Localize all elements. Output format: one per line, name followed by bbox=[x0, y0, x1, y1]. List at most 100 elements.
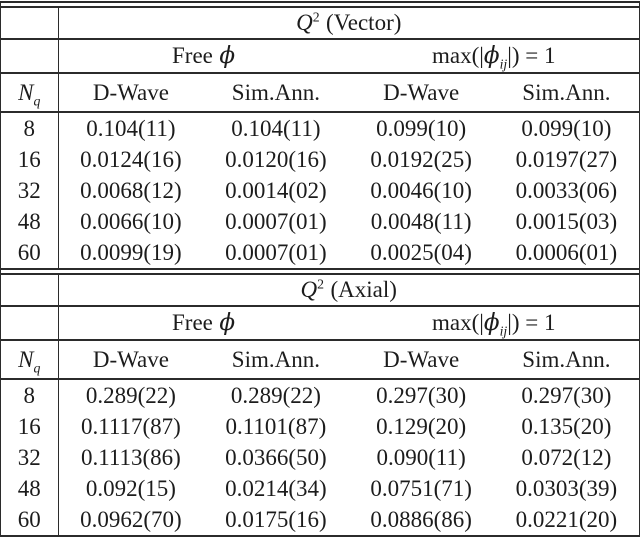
value-cell: 0.0214(34) bbox=[225, 475, 327, 501]
phi-symbol: ϕ bbox=[483, 43, 500, 69]
value-cell: 0.092(15) bbox=[85, 475, 176, 501]
value-cell: 0.1117(87) bbox=[80, 413, 181, 439]
empty-stub-cell bbox=[1, 8, 59, 40]
value-cell: 0.0366(50) bbox=[225, 444, 327, 470]
bottom-double-rule bbox=[1, 535, 639, 537]
nq-cell: 32 bbox=[1, 175, 59, 206]
value-cell: 0.104(11) bbox=[231, 115, 321, 141]
nq-cell: 60 bbox=[1, 237, 59, 268]
value-cell: 0.0120(16) bbox=[225, 146, 327, 172]
value-cell: 0.0124(16) bbox=[80, 146, 182, 172]
value-cell: 0.0886(86) bbox=[370, 506, 472, 532]
col-header-simann-max: Sim.Ann. bbox=[493, 73, 639, 113]
value-cell: 0.0303(39) bbox=[515, 475, 618, 501]
n-symbol: N bbox=[18, 79, 34, 105]
value-cell: 0.0099(19) bbox=[80, 239, 182, 265]
value-cell: 0.1101(87) bbox=[225, 413, 327, 439]
table-row: 8 0.104(11) 0.104(11) 0.099(10) 0.099(10… bbox=[1, 112, 639, 144]
nq-header: Nq bbox=[1, 73, 59, 113]
value-cell: 0.0048(11) bbox=[370, 208, 472, 234]
value-cell: 0.099(10) bbox=[376, 115, 467, 141]
value-cell: 0.0007(01) bbox=[225, 208, 327, 234]
col-header-simann-free: Sim.Ann. bbox=[203, 340, 349, 380]
n-symbol: N bbox=[18, 346, 34, 372]
table-row: 60 0.0962(70) 0.0175(16) 0.0886(86) 0.02… bbox=[1, 504, 639, 535]
table-row: 48 0.0066(10) 0.0007(01) 0.0048(11) 0.00… bbox=[1, 206, 639, 237]
title-superscript: 2 bbox=[317, 276, 325, 292]
value-cell: 0.104(11) bbox=[86, 115, 176, 141]
value-cell: 0.0025(04) bbox=[370, 239, 472, 265]
max-phi-header: max(|ϕij|) = 1 bbox=[348, 306, 639, 341]
value-cell: 0.1113(86) bbox=[80, 444, 181, 470]
q-subscript: q bbox=[33, 360, 41, 376]
vector-column-header-row: Nq D-Wave Sim.Ann. D-Wave Sim.Ann. bbox=[1, 73, 639, 113]
axial-title-row: Q2 (Axial) bbox=[1, 275, 639, 307]
middle-double-rule bbox=[1, 268, 639, 275]
value-cell: 0.072(12) bbox=[521, 444, 612, 470]
table-row: 16 0.1117(87) 0.1101(87) 0.129(20) 0.135… bbox=[1, 411, 639, 442]
nq-cell: 48 bbox=[1, 206, 59, 237]
free-phi-label: Free bbox=[172, 43, 213, 68]
vector-group-header-row: Free ϕ max(|ϕij|) = 1 bbox=[1, 39, 639, 74]
value-cell: 0.0192(25) bbox=[370, 146, 472, 172]
value-cell: 0.135(20) bbox=[521, 413, 612, 439]
title-superscript: 2 bbox=[312, 9, 320, 25]
nq-cell: 16 bbox=[1, 411, 59, 442]
table-row: 60 0.0099(19) 0.0007(01) 0.0025(04) 0.00… bbox=[1, 237, 639, 268]
q-symbol: Q bbox=[296, 10, 313, 35]
value-cell: 0.289(22) bbox=[85, 382, 176, 408]
col-header-simann-max: Sim.Ann. bbox=[493, 340, 639, 380]
value-cell: 0.0066(10) bbox=[80, 208, 182, 234]
col-header-dwave-max: D-Wave bbox=[348, 340, 494, 380]
max-phi-suffix: |) = 1 bbox=[507, 43, 556, 68]
value-cell: 0.0221(20) bbox=[515, 506, 618, 532]
col-header-dwave-free: D-Wave bbox=[58, 73, 204, 113]
value-cell: 0.0014(02) bbox=[225, 177, 327, 203]
empty-stub-cell bbox=[1, 306, 59, 341]
nq-cell: 8 bbox=[1, 112, 59, 144]
nq-cell: 60 bbox=[1, 504, 59, 535]
table-title-vector: Q2 (Vector) bbox=[58, 8, 639, 40]
table-row: 32 0.0068(12) 0.0014(02) 0.0046(10) 0.00… bbox=[1, 175, 639, 206]
value-cell: 0.090(11) bbox=[376, 444, 466, 470]
nq-header: Nq bbox=[1, 340, 59, 380]
phi-symbol: ϕ bbox=[483, 310, 500, 336]
value-cell: 0.0006(01) bbox=[515, 239, 618, 265]
free-phi-header: Free ϕ bbox=[58, 39, 349, 74]
q2-axial-table: Q2 (Axial) Free ϕ max(|ϕij|) = 1 Nq D-Wave… bbox=[1, 275, 639, 535]
col-header-simann-free: Sim.Ann. bbox=[203, 73, 349, 113]
value-cell: 0.297(30) bbox=[521, 382, 612, 408]
nq-cell: 16 bbox=[1, 144, 59, 175]
max-phi-prefix: max(| bbox=[432, 43, 484, 68]
nq-cell: 32 bbox=[1, 442, 59, 473]
top-double-rule bbox=[1, 1, 639, 8]
value-cell: 0.0962(70) bbox=[80, 506, 182, 532]
value-cell: 0.297(30) bbox=[376, 382, 467, 408]
empty-stub-cell bbox=[1, 39, 59, 74]
q2-vector-table: Q2 (Vector) Free ϕ max(|ϕij|) = 1 Nq D-Wav… bbox=[1, 8, 639, 268]
title-suffix: (Vector) bbox=[326, 10, 402, 35]
free-phi-label: Free bbox=[172, 310, 213, 335]
phi-symbol: ϕ bbox=[219, 310, 235, 336]
vector-title-row: Q2 (Vector) bbox=[1, 8, 639, 40]
table-row: 16 0.0124(16) 0.0120(16) 0.0192(25) 0.01… bbox=[1, 144, 639, 175]
table-row: 48 0.092(15) 0.0214(34) 0.0751(71) 0.030… bbox=[1, 473, 639, 504]
table-row: 8 0.289(22) 0.289(22) 0.297(30) 0.297(30… bbox=[1, 379, 639, 411]
value-cell: 0.129(20) bbox=[376, 413, 467, 439]
max-phi-header: max(|ϕij|) = 1 bbox=[348, 39, 639, 74]
value-cell: 0.0068(12) bbox=[80, 177, 182, 203]
value-cell: 0.0046(10) bbox=[370, 177, 472, 203]
value-cell: 0.0175(16) bbox=[225, 506, 327, 532]
nq-cell: 8 bbox=[1, 379, 59, 411]
max-phi-prefix: max(| bbox=[432, 310, 484, 335]
axial-column-header-row: Nq D-Wave Sim.Ann. D-Wave Sim.Ann. bbox=[1, 340, 639, 380]
value-cell: 0.0007(01) bbox=[225, 239, 327, 265]
title-suffix: (Axial) bbox=[330, 277, 397, 302]
phi-subscript: ij bbox=[499, 56, 508, 72]
q-symbol: Q bbox=[300, 277, 318, 302]
value-cell: 0.099(10) bbox=[521, 115, 612, 141]
value-cell: 0.0015(03) bbox=[515, 208, 618, 234]
nq-cell: 48 bbox=[1, 473, 59, 504]
